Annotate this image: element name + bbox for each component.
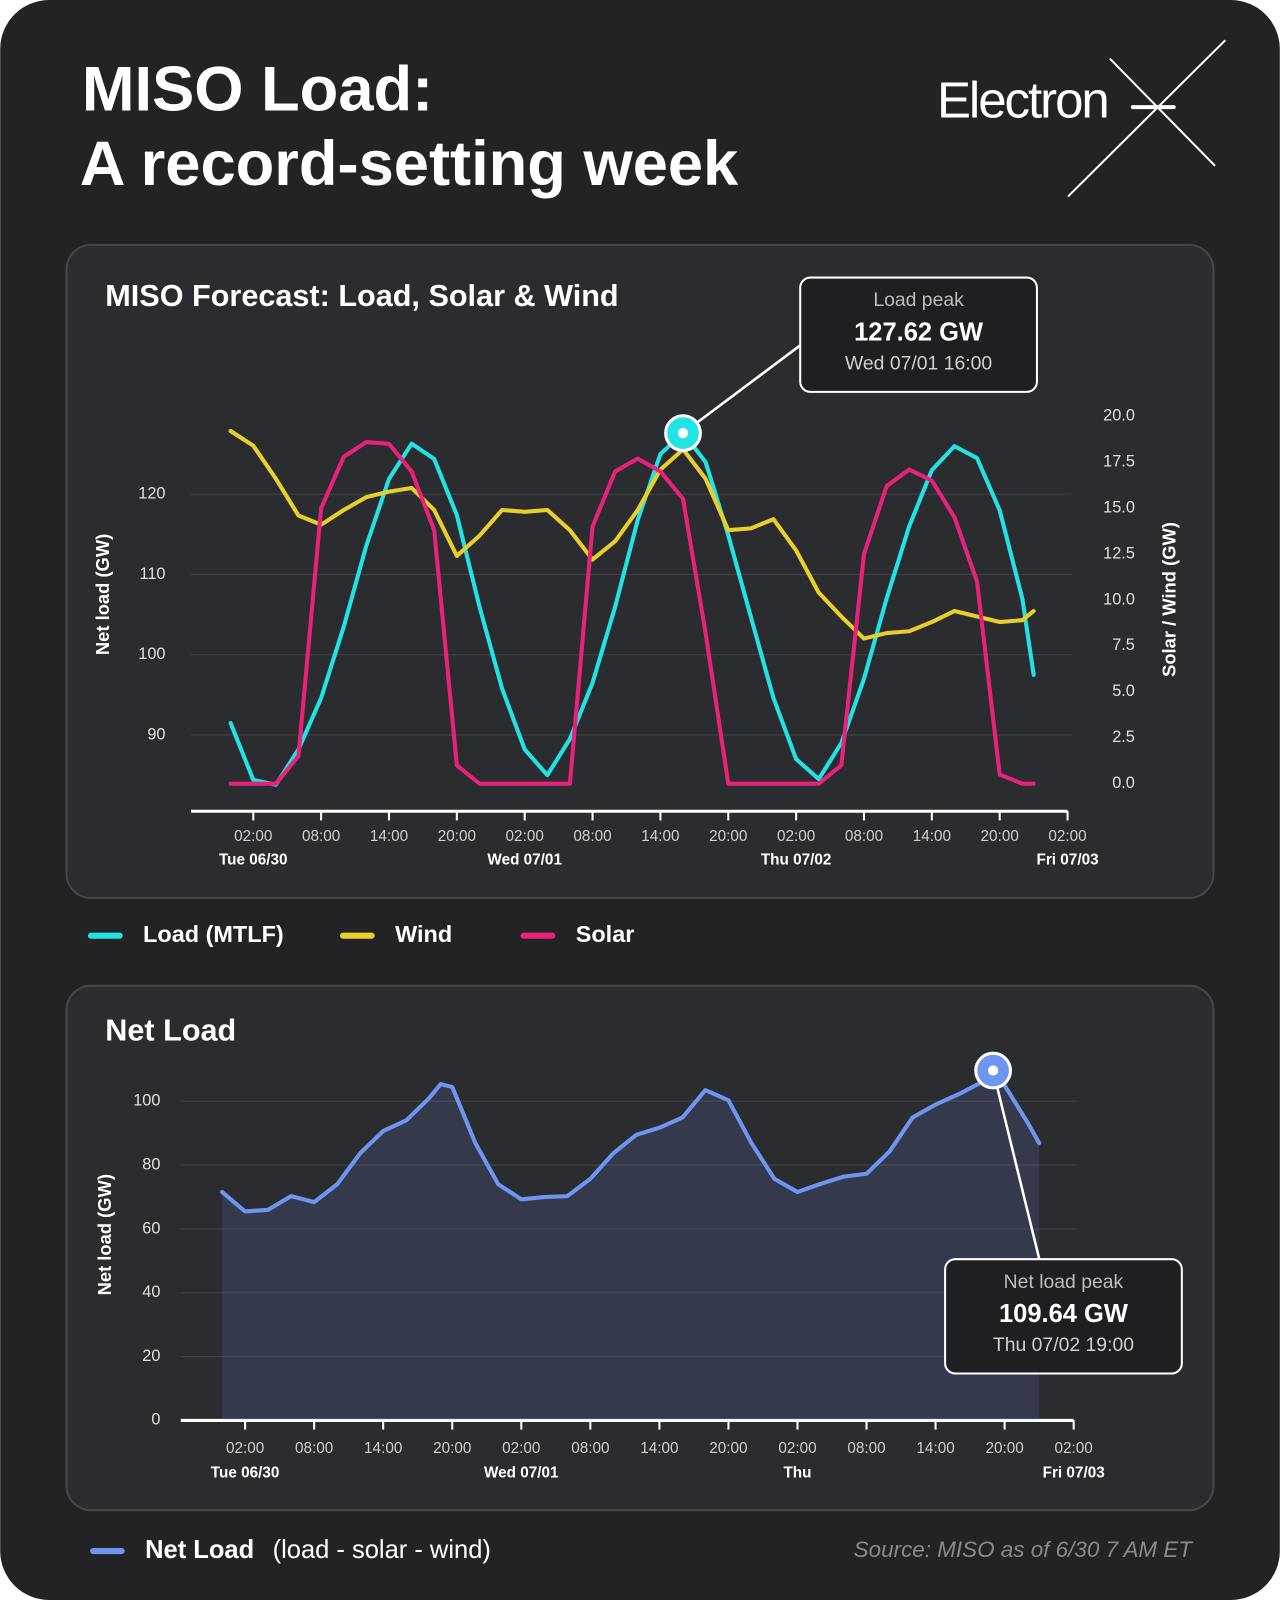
x-tick-label: 02:00 bbox=[502, 1440, 540, 1457]
annotation-title: Net load peak bbox=[1004, 1271, 1124, 1293]
source-note: Source: MISO as of 6/30 7 AM ET bbox=[854, 1537, 1195, 1562]
x-tick-label: 08:00 bbox=[571, 1440, 609, 1457]
chart-title: MISO Forecast: Load, Solar & Wind bbox=[105, 279, 618, 313]
y2-tick-label: 10.0 bbox=[1103, 590, 1135, 608]
y-tick-label: 40 bbox=[142, 1283, 160, 1301]
legend-label: Wind bbox=[395, 921, 452, 947]
y2-tick-label: 7.5 bbox=[1112, 636, 1135, 654]
x-tick-label: 20:00 bbox=[709, 1440, 747, 1457]
y-tick-label: 100 bbox=[138, 645, 165, 663]
x-tick-label: 02:00 bbox=[778, 1440, 816, 1457]
x-tick-label: 02:00 bbox=[506, 828, 544, 845]
x-tick-label: 02:00 bbox=[777, 828, 815, 845]
x-tick-label: 20:00 bbox=[438, 828, 476, 845]
legend-label: Load (MTLF) bbox=[143, 921, 284, 947]
chart-panel bbox=[65, 984, 1215, 1512]
annotation-value: 109.64 GW bbox=[999, 1300, 1129, 1328]
annotation-box bbox=[799, 276, 1038, 393]
legend-label: Net Load bbox=[145, 1536, 254, 1564]
x-tick-label: 14:00 bbox=[913, 828, 951, 845]
x-tick-label: 08:00 bbox=[847, 1440, 885, 1457]
y2-tick-label: 20.0 bbox=[1103, 407, 1135, 425]
y-tick-label: 0 bbox=[151, 1411, 160, 1429]
y-axis-title: Net load (GW) bbox=[94, 1174, 115, 1295]
y-tick-label: 60 bbox=[142, 1219, 160, 1237]
x-tick-label: 08:00 bbox=[302, 828, 340, 845]
x-tick-label: 02:00 bbox=[226, 1440, 264, 1457]
logo-stroke bbox=[1109, 58, 1216, 167]
main-title: MISO Load: bbox=[82, 55, 433, 125]
annotation-time: Wed 07/01 16:00 bbox=[845, 352, 992, 374]
annotation-connector bbox=[682, 339, 808, 435]
x-tick-label: 08:00 bbox=[573, 828, 611, 845]
x-tick-label: 02:00 bbox=[234, 828, 272, 845]
x-tick-label: 14:00 bbox=[370, 828, 408, 845]
series-line bbox=[228, 431, 1036, 787]
annotation-box bbox=[944, 1258, 1183, 1375]
y-tick-label: 20 bbox=[142, 1347, 160, 1365]
x-day-label: Thu 07/02 bbox=[761, 851, 832, 868]
series-area bbox=[222, 1070, 1040, 1421]
annotation-time: Thu 07/02 19:00 bbox=[993, 1334, 1134, 1356]
annotation-connector bbox=[991, 1070, 1042, 1262]
annotation-value: 127.62 GW bbox=[854, 318, 984, 346]
y-tick-label: 100 bbox=[133, 1092, 160, 1110]
logo-text: Electron bbox=[937, 72, 1108, 129]
x-tick-label: 14:00 bbox=[640, 1440, 678, 1457]
x-tick-label: 20:00 bbox=[433, 1440, 471, 1457]
x-day-label: Thu bbox=[783, 1465, 811, 1482]
chart-panel bbox=[65, 243, 1215, 899]
y2-axis-title: Solar / Wind (GW) bbox=[1158, 522, 1179, 677]
x-day-label: Wed 07/01 bbox=[484, 1465, 559, 1482]
x-day-label: Fri 07/03 bbox=[1043, 1465, 1105, 1482]
y2-tick-label: 12.5 bbox=[1103, 544, 1135, 562]
series-line bbox=[228, 440, 1036, 786]
series-line bbox=[220, 1068, 1042, 1214]
x-day-label: Tue 06/30 bbox=[211, 1465, 280, 1482]
x-tick-label: 20:00 bbox=[981, 828, 1019, 845]
logo-stroke bbox=[1067, 39, 1226, 197]
series-line bbox=[228, 428, 1036, 641]
y2-tick-label: 2.5 bbox=[1112, 728, 1135, 746]
chart-title: Net Load bbox=[105, 1014, 236, 1048]
x-tick-label: 02:00 bbox=[1048, 828, 1086, 845]
main-title: A record-setting week bbox=[80, 129, 739, 199]
y-axis-title: Net load (GW) bbox=[92, 534, 113, 655]
y2-tick-label: 5.0 bbox=[1112, 682, 1135, 700]
y2-tick-label: 15.0 bbox=[1103, 498, 1135, 516]
x-tick-label: 14:00 bbox=[916, 1440, 954, 1457]
x-tick-label: 14:00 bbox=[364, 1440, 402, 1457]
annotation-marker-center bbox=[677, 428, 689, 439]
x-tick-label: 20:00 bbox=[985, 1440, 1023, 1457]
y-tick-label: 110 bbox=[139, 565, 165, 583]
y-tick-label: 80 bbox=[142, 1155, 160, 1173]
x-day-label: Wed 07/01 bbox=[487, 851, 562, 868]
x-tick-label: 08:00 bbox=[295, 1440, 333, 1457]
x-tick-label: 20:00 bbox=[709, 828, 747, 845]
x-day-label: Tue 06/30 bbox=[219, 851, 288, 868]
legend-label: Solar bbox=[576, 921, 635, 947]
legend-note: (load - solar - wind) bbox=[273, 1536, 491, 1564]
y2-tick-label: 0.0 bbox=[1112, 774, 1135, 792]
x-day-label: Fri 07/03 bbox=[1037, 851, 1099, 868]
annotation-marker-center bbox=[988, 1065, 999, 1076]
annotation-title: Load peak bbox=[873, 289, 964, 311]
y-tick-label: 90 bbox=[147, 725, 165, 743]
x-tick-label: 14:00 bbox=[641, 828, 679, 845]
x-tick-label: 02:00 bbox=[1055, 1440, 1093, 1457]
y2-tick-label: 17.5 bbox=[1103, 453, 1135, 471]
x-tick-label: 08:00 bbox=[845, 828, 883, 845]
logo-mark bbox=[1067, 39, 1226, 197]
y-tick-label: 120 bbox=[138, 485, 165, 503]
